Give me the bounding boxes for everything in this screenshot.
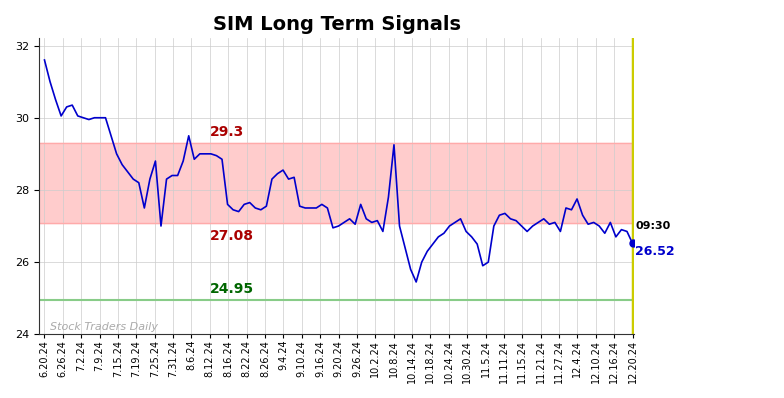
Text: 29.3: 29.3 bbox=[210, 125, 244, 139]
Text: 09:30: 09:30 bbox=[635, 221, 670, 231]
Text: Stock Traders Daily: Stock Traders Daily bbox=[50, 322, 158, 332]
Bar bbox=[39, 143, 634, 223]
Title: SIM Long Term Signals: SIM Long Term Signals bbox=[212, 15, 461, 34]
Text: 24.95: 24.95 bbox=[210, 283, 254, 297]
Text: 26.52: 26.52 bbox=[635, 245, 675, 258]
Text: 27.08: 27.08 bbox=[210, 228, 254, 242]
